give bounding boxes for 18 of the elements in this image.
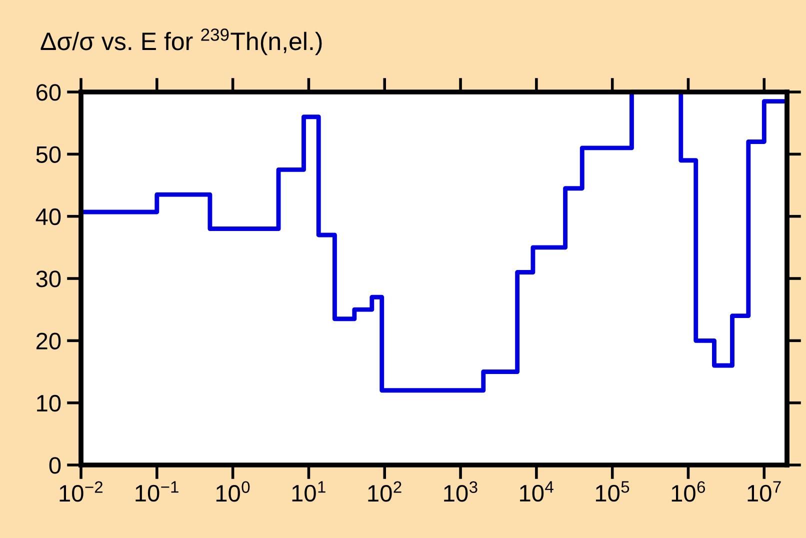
- y-tick-label: 20: [36, 332, 61, 350]
- x-tick-label: 10$^{−2}$: [60, 481, 102, 502]
- x-tick-label: 10$^{4}$: [520, 481, 554, 502]
- x-tick-label: 10$^{−1}$: [136, 481, 178, 502]
- chart-title: Δσ/σ vs. E for $^{239}$Th(n,el.): [40, 28, 322, 56]
- y-tick-label: 10: [37, 394, 61, 412]
- x-tick-label: 10$^{5}$: [596, 481, 630, 502]
- y-tick-label: 40: [36, 208, 61, 226]
- x-tick-label: 10$^{0}$: [216, 481, 250, 502]
- y-tick-label: 30: [36, 270, 61, 288]
- x-tick-label: 10$^{1}$: [292, 481, 326, 502]
- x-tick-label: 10$^{7}$: [748, 481, 781, 502]
- x-tick-label: 10$^{2}$: [368, 481, 402, 502]
- y-tick-label: 50: [36, 146, 61, 163]
- y-tick-label: 0: [49, 457, 61, 474]
- y-tick-label: 60: [36, 84, 61, 101]
- x-tick-label: 10$^{3}$: [444, 481, 478, 502]
- x-tick-label: 10$^{6}$: [672, 481, 706, 502]
